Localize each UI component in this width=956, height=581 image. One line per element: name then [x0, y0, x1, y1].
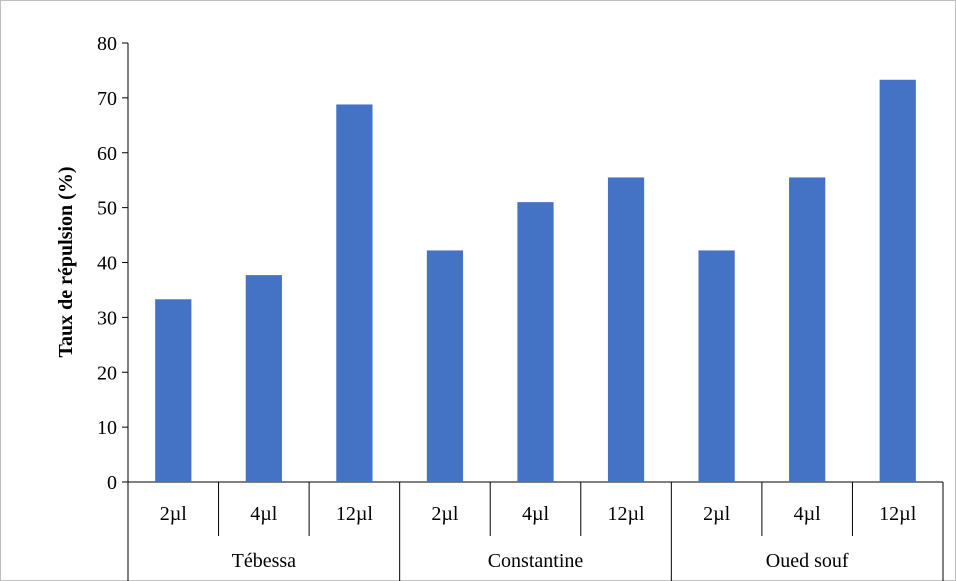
y-tick-label: 50: [97, 198, 117, 220]
y-tick-label: 40: [97, 253, 117, 275]
y-tick-label: 20: [97, 362, 117, 384]
y-tick-label: 30: [97, 307, 117, 329]
bars: [155, 79, 916, 483]
group-label: Oued souf: [766, 550, 849, 572]
category-label: 12µl: [608, 503, 646, 525]
y-tick-label: 70: [97, 88, 117, 110]
category-label: 4µl: [250, 503, 278, 525]
category-label: 2µl: [431, 503, 459, 525]
bar: [336, 104, 373, 483]
y-tick-label: 80: [97, 33, 117, 55]
y-axis-label: Taux de répulsion (%): [55, 167, 77, 358]
category-label: 2µl: [160, 503, 188, 525]
y-tick-label: 0: [107, 472, 117, 494]
y-tick-label: 60: [97, 143, 117, 165]
bar: [789, 177, 826, 482]
category-label: 12µl: [336, 503, 374, 525]
y-tick-label: 10: [97, 417, 117, 439]
labels: 0 10 20 30 40 50 60 70 80 2µl 4µl 12µl 2µl 4µl 12µl 2µl…: [97, 33, 917, 572]
bar: [426, 250, 464, 482]
bar: [698, 250, 735, 482]
bar: [879, 79, 916, 483]
category-label: 4µl: [794, 503, 822, 525]
group-label: Constantine: [488, 550, 584, 572]
category-label: 4µl: [522, 503, 550, 525]
category-label: 2µl: [703, 503, 731, 525]
bar: [517, 202, 554, 482]
bar: [607, 177, 645, 482]
category-label: 12µl: [879, 503, 917, 525]
bar: [155, 299, 192, 482]
group-label: Tébessa: [232, 550, 297, 572]
bar: [245, 275, 282, 482]
